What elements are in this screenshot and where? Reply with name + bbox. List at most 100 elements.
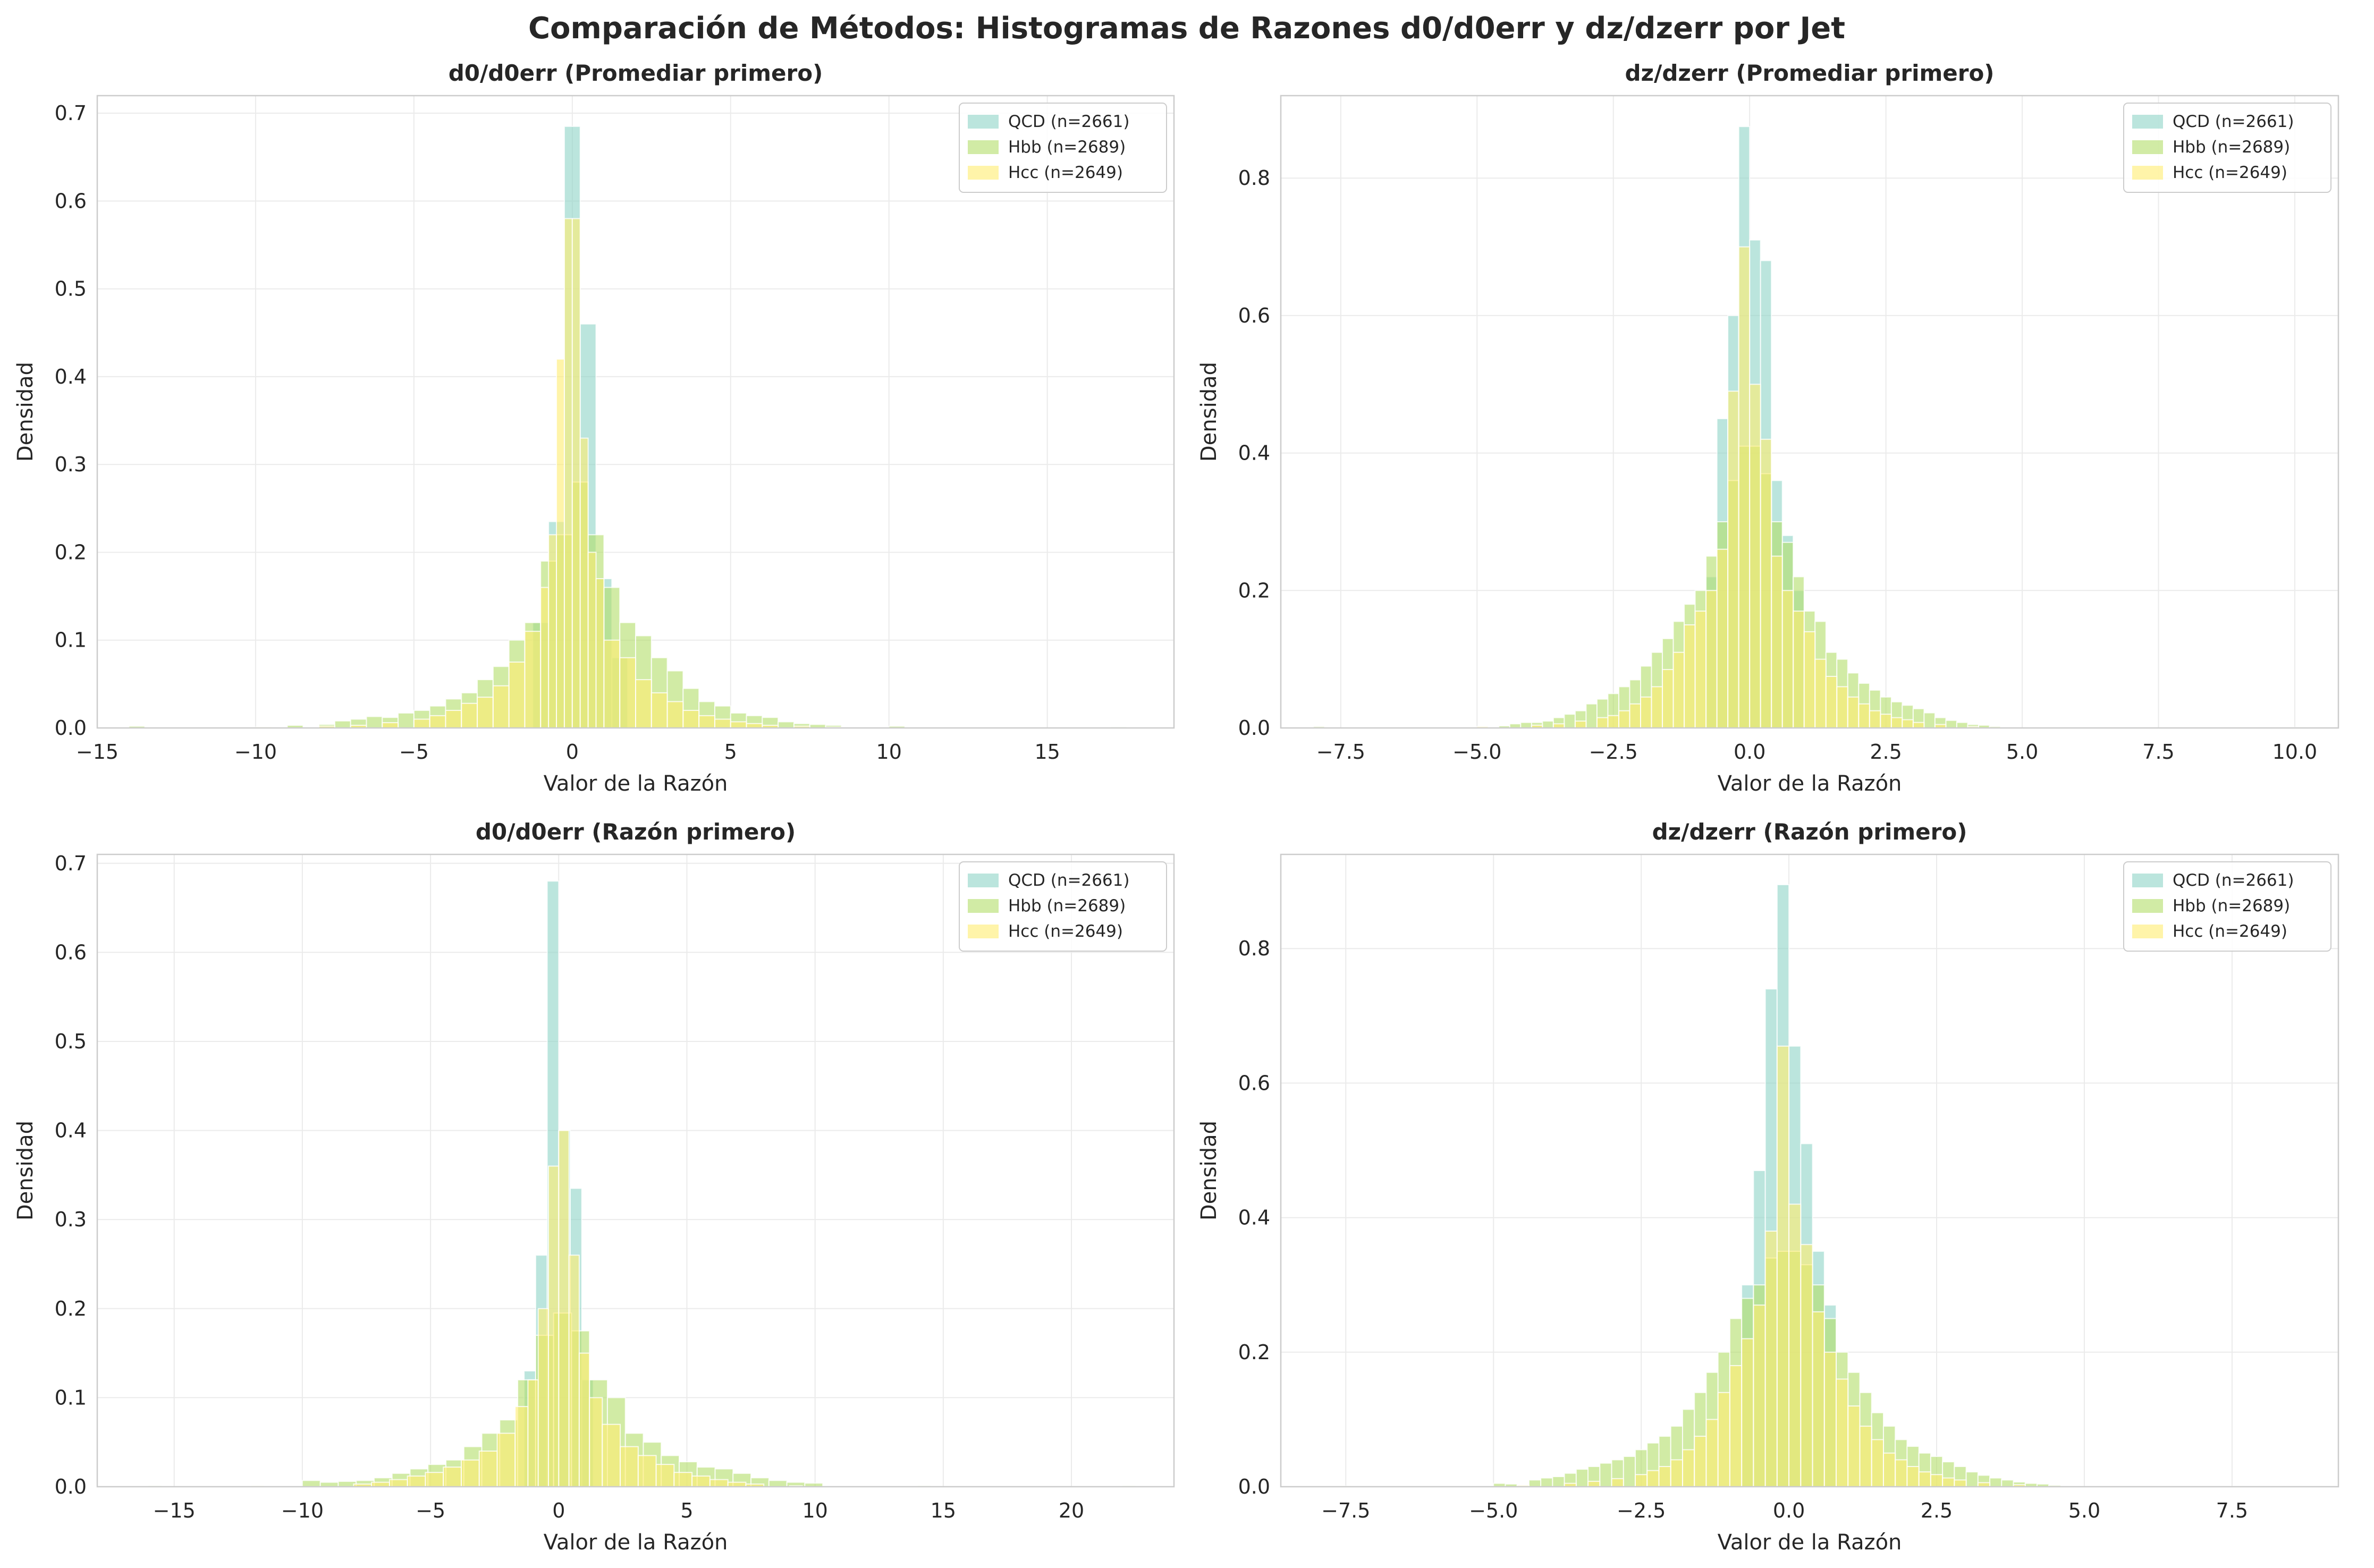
y-tick-label: 0.0	[55, 716, 87, 740]
bar-hcc	[382, 722, 399, 729]
legend-swatch-hbb	[968, 899, 999, 913]
y-tick-label: 0.6	[55, 940, 87, 964]
legend: QCD (n=2661) Hbb (n=2689) Hcc (n=2649)	[2123, 103, 2331, 193]
x-tick-label: −10	[234, 740, 277, 764]
y-tick-label: 0.4	[1238, 1206, 1270, 1230]
y-tick-label: 0.0	[1238, 1475, 1270, 1498]
y-tick-label: 0.7	[55, 101, 87, 125]
x-tick-label: 0.0	[1734, 740, 1765, 764]
bar-hcc	[1738, 246, 1751, 728]
bar-hcc	[1640, 696, 1652, 728]
legend: QCD (n=2661) Hbb (n=2689) Hcc (n=2649)	[959, 103, 1167, 193]
legend-label-hcc: Hcc (n=2649)	[2173, 163, 2287, 182]
bar-hcc	[579, 437, 589, 728]
bar-hcc	[620, 1446, 639, 1487]
bar-hcc	[1764, 1230, 1778, 1488]
legend-label-hcc: Hcc (n=2649)	[1008, 922, 1123, 941]
bar-hcc	[714, 718, 731, 728]
bar-hcc	[492, 685, 510, 728]
bar-hcc	[1729, 1365, 1743, 1488]
y-axis-label: Densidad	[13, 1121, 38, 1221]
y-axis-label: Densidad	[1197, 362, 1221, 462]
legend-label-hbb: Hbb (n=2689)	[1008, 896, 1126, 916]
bar-hcc	[1793, 611, 1805, 728]
y-tick-label: 0.7	[55, 852, 87, 875]
legend-box	[959, 103, 1167, 193]
legend-swatch-hcc	[968, 166, 999, 180]
bar-hcc	[1825, 675, 1838, 729]
y-axis-label: Densidad	[1197, 1121, 1221, 1221]
bar-hbb	[1540, 1477, 1553, 1487]
legend-label-qcd: QCD (n=2661)	[2173, 112, 2294, 131]
series-hcc	[255, 218, 842, 729]
bar-hcc	[524, 631, 542, 729]
bar-hcc	[1670, 1459, 1683, 1488]
bar-hcc	[1930, 1474, 1944, 1487]
panel-title: d0/d0err (Razón primero)	[476, 819, 796, 845]
bar-hcc	[1869, 710, 1881, 729]
legend-swatch-qcd	[2132, 115, 2163, 129]
bar-hcc	[655, 1464, 675, 1488]
x-tick-label: −2.5	[1589, 740, 1638, 764]
legend-swatch-hcc	[2132, 166, 2163, 180]
x-tick-label: 0	[566, 740, 579, 764]
bar-hcc	[1651, 686, 1663, 729]
panel-3: −15 −10 −5 0 5 10 15 20 0.0 0.1 0.2 0.3 0.4 0.5 0.6 0.7…	[13, 819, 1175, 1555]
y-tick-label: 0.4	[55, 365, 87, 388]
x-axis-label: Valor de la Razón	[544, 772, 728, 796]
y-tick-label: 0.8	[1238, 937, 1270, 960]
legend-label-hbb: Hbb (n=2689)	[2173, 896, 2290, 916]
y-tick-label: 0.3	[55, 453, 87, 476]
bar-hcc	[477, 697, 494, 729]
bar-hbb	[1542, 721, 1554, 728]
bar-hcc	[1859, 1426, 1872, 1487]
bar-hcc	[540, 587, 550, 728]
panel-title: dz/dzerr (Razón primero)	[1652, 819, 1967, 845]
bar-hcc	[635, 679, 652, 728]
bar-hcc	[1814, 658, 1827, 729]
bar-hbb	[398, 712, 415, 729]
x-tick-label: −7.5	[1316, 740, 1365, 764]
x-tick-label: −10	[281, 1499, 324, 1522]
bar-hbb	[1923, 712, 1936, 728]
bar-hcc	[730, 721, 747, 728]
legend-label-qcd: QCD (n=2661)	[1008, 112, 1129, 131]
bar-hcc	[1727, 391, 1739, 728]
legend-swatch-qcd	[968, 115, 999, 129]
x-axis-label: Valor de la Razón	[1718, 772, 1902, 796]
bar-hcc	[587, 552, 597, 728]
bar-hcc	[1658, 1466, 1671, 1487]
bar-hcc	[548, 534, 557, 729]
bar-hcc	[1672, 651, 1685, 729]
bar-hcc	[1662, 669, 1674, 728]
bar-hcc	[1635, 1474, 1648, 1487]
bar-hcc	[1858, 703, 1870, 729]
legend-swatch-hbb	[2132, 140, 2163, 154]
bar-hcc	[1705, 1419, 1719, 1488]
bar-hcc	[1836, 686, 1848, 729]
x-tick-label: −15	[76, 740, 119, 764]
bar-hbb	[1945, 719, 1957, 728]
y-tick-label: 0.6	[55, 189, 87, 213]
y-tick-label: 0.8	[1238, 166, 1270, 190]
x-tick-label: −2.5	[1617, 1499, 1666, 1522]
x-tick-label: −5	[399, 740, 429, 764]
y-axis-label: Densidad	[13, 362, 38, 462]
bar-hcc	[429, 715, 446, 728]
y-tick-label: 0.1	[55, 629, 87, 652]
bar-hbb	[1520, 722, 1532, 729]
series-hcc	[1476, 246, 1979, 729]
x-tick-label: 10	[802, 1499, 827, 1522]
legend: QCD (n=2661) Hbb (n=2689) Hcc (n=2649)	[959, 861, 1167, 952]
bar-hcc	[650, 692, 668, 729]
bar-hcc	[1694, 611, 1707, 728]
bar-hbb	[334, 720, 351, 729]
legend-swatch-hcc	[968, 925, 999, 938]
legend-swatch-qcd	[2132, 874, 2163, 887]
axes-frame	[1280, 853, 2339, 1488]
bar-hcc	[666, 701, 684, 728]
bar-hcc	[508, 662, 526, 728]
panel-2: −7.5 −5.0 −2.5 0.0 2.5 5.0 7.5 10.0 0.0 0.2 0.4 0.6…	[1197, 60, 2339, 796]
legend: QCD (n=2661) Hbb (n=2689) Hcc (n=2649)	[2123, 861, 2331, 952]
